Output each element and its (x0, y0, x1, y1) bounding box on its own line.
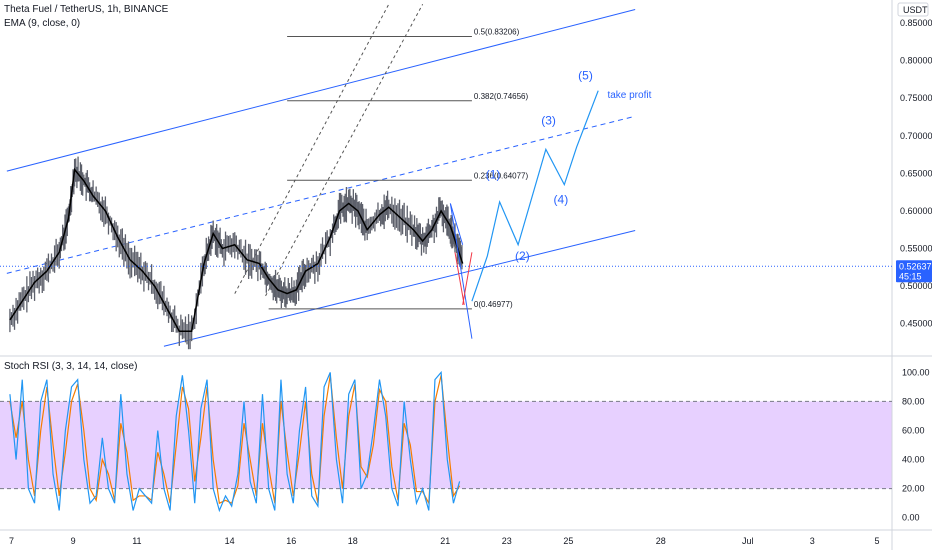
time-tick-label: 18 (348, 536, 358, 546)
rsi-tick-label: 20.00 (902, 484, 925, 494)
time-tick-label: 11 (132, 536, 141, 546)
price-badge (896, 260, 932, 283)
symbol-legend: Theta Fuel / TetherUS, 1h, BINANCE (4, 4, 169, 15)
wave-label: (2) (515, 249, 530, 263)
ema-legend: EMA (9, close, 0) (4, 18, 81, 29)
rsi-tick-label: 60.00 (902, 426, 925, 436)
wave-label: (3) (541, 114, 556, 128)
rsi-pane (0, 370, 892, 513)
price-tick-label: 0.45000 (900, 319, 932, 329)
time-tick-label: 28 (656, 536, 666, 546)
stoch-rsi-d-line (9, 375, 461, 506)
wave-label: (1) (486, 168, 501, 182)
fib-level-label: 0.5(0.83206) (474, 28, 520, 37)
wedge-line (449, 203, 473, 339)
price-tick-label: 0.60000 (900, 206, 932, 216)
time-tick-label: 9 (71, 536, 76, 546)
price-tick-label: 0.65000 (900, 168, 932, 178)
channel-upper-line (6, 9, 636, 172)
rsi-tick-label: 40.00 (902, 455, 925, 465)
price-tick-label: 0.80000 (900, 56, 932, 66)
rsi-tick-label: 80.00 (902, 396, 925, 406)
price-badge-countdown: 45:15 (899, 271, 922, 281)
ema-line (9, 167, 464, 332)
time-tick-label: Jul (742, 536, 754, 546)
time-tick-label: 25 (563, 536, 573, 546)
wedge-line (449, 203, 464, 245)
price-tick-label: 0.50000 (900, 281, 932, 291)
stoch-rsi-k-line (9, 370, 461, 513)
price-badge-value: 0.52637 (899, 261, 932, 271)
rsi-tick-label: 100.00 (902, 367, 930, 377)
time-tick-label: 5 (874, 536, 879, 546)
wave-label: (5) (578, 68, 593, 82)
time-tick-label: 23 (502, 536, 512, 546)
rsi-tick-label: 0.00 (902, 513, 920, 523)
channel-lower-line (163, 230, 636, 347)
price-pane: 0.5(0.83206) 0.382(0.74656) 0.236(0.64077)… (0, 4, 892, 350)
currency-box (897, 2, 929, 17)
take-profit-annotation: take profit (607, 90, 651, 101)
axes: 0.85000 0.80000 0.75000 0.70000 0.65000 0.600… (9, 2, 932, 546)
time-tick-label: 14 (225, 536, 235, 546)
time-tick-label: 7 (9, 536, 14, 546)
elliott-projection-path (471, 90, 599, 302)
time-tick-label: 16 (286, 536, 296, 546)
time-tick-label: 21 (440, 536, 450, 546)
warning-line (462, 252, 473, 305)
wave-label: (4) (554, 192, 569, 206)
price-tick-label: 0.75000 (900, 93, 932, 103)
time-tick-label: 3 (810, 536, 815, 546)
fib-level-label: 0.382(0.74656) (474, 92, 529, 101)
fan-line (265, 4, 424, 297)
stoch-rsi-legend: Stoch RSI (3, 3, 14, 14, close) (4, 361, 138, 372)
fan-line (234, 4, 390, 294)
fib-level-label: 0(0.46977) (474, 300, 513, 309)
price-tick-label: 0.55000 (900, 244, 932, 254)
warning-line (454, 252, 465, 305)
currency-label: USDT (903, 5, 928, 15)
price-tick-label: 0.85000 (900, 18, 932, 28)
price-tick-label: 0.70000 (900, 131, 932, 141)
fib-level-label: 0.236(0.64077) (474, 171, 529, 180)
